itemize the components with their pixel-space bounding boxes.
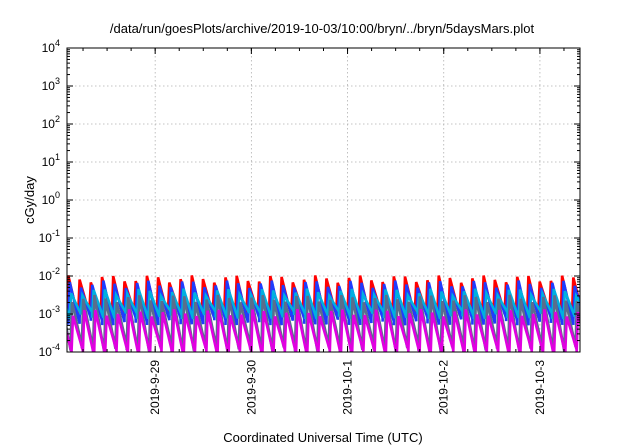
y-tick-label: 101	[42, 152, 60, 169]
series-3-line	[67, 288, 580, 320]
series-layer	[67, 275, 580, 352]
y-tick-label: 102	[42, 114, 60, 131]
x-tick-label: 2019-10-1	[341, 360, 355, 415]
series-2-line	[67, 280, 580, 326]
y-tick-label: 10-3	[39, 304, 60, 321]
y-tick-label: 100	[42, 190, 60, 207]
x-tick-label: 2019-10-3	[533, 360, 547, 415]
series-5-line	[67, 308, 580, 352]
x-axis-label: Coordinated Universal Time (UTC)	[223, 430, 422, 445]
x-tick-label: 2019-10-2	[437, 360, 451, 415]
x-tick-label: 2019-9-29	[148, 360, 162, 415]
y-tick-label: 104	[42, 38, 60, 55]
x-tick-label: 2019-9-30	[244, 360, 258, 415]
y-tick-label: 10-4	[39, 342, 60, 359]
plot-frame	[66, 47, 581, 353]
y-axis-label: cGy/day	[22, 176, 37, 224]
tick-layer: 10-4 10-3 10-2 10-1 100 101 102 103 104 2019-9-29…	[39, 38, 580, 415]
chart-title: /data/run/goesPlots/archive/2019-10-03/1…	[110, 21, 535, 36]
grid-layer	[67, 48, 580, 352]
y-tick-label: 103	[42, 76, 60, 93]
y-tick-label: 10-1	[39, 228, 60, 245]
y-tick-label: 10-2	[39, 266, 60, 283]
